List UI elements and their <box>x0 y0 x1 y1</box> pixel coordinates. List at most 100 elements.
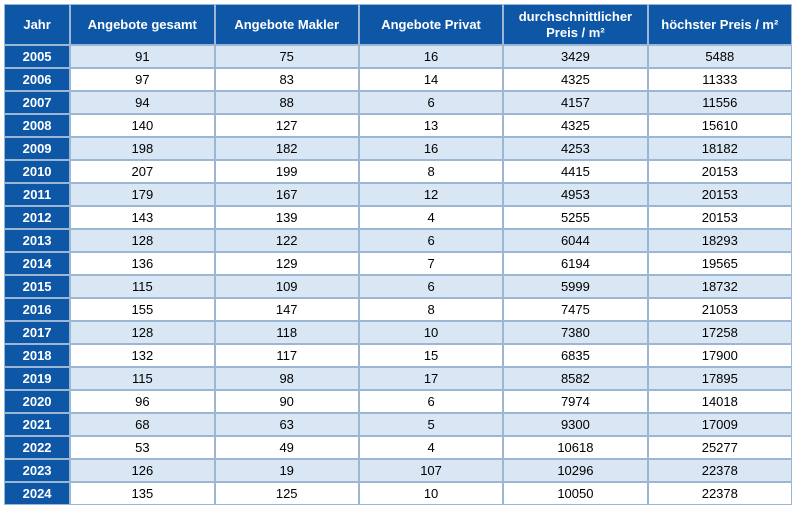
cell-makler: 167 <box>215 183 359 206</box>
cell-max: 21053 <box>648 298 792 321</box>
cell-avg: 4953 <box>503 183 647 206</box>
cell-max: 17009 <box>648 413 792 436</box>
cell-year: 2016 <box>4 298 70 321</box>
cell-gesamt: 155 <box>70 298 214 321</box>
cell-avg: 7380 <box>503 321 647 344</box>
cell-privat: 7 <box>359 252 503 275</box>
cell-privat: 10 <box>359 482 503 505</box>
cell-avg: 4157 <box>503 91 647 114</box>
cell-year: 2021 <box>4 413 70 436</box>
table-row: 201813211715683517900 <box>4 344 792 367</box>
cell-gesamt: 91 <box>70 45 214 68</box>
cell-avg: 4325 <box>503 114 647 137</box>
cell-year: 2019 <box>4 367 70 390</box>
cell-max: 11333 <box>648 68 792 91</box>
cell-max: 17895 <box>648 367 792 390</box>
cell-year: 2011 <box>4 183 70 206</box>
cell-year: 2022 <box>4 436 70 459</box>
cell-avg: 9300 <box>503 413 647 436</box>
cell-avg: 8582 <box>503 367 647 390</box>
table-row: 200919818216425318182 <box>4 137 792 160</box>
cell-year: 2014 <box>4 252 70 275</box>
cell-privat: 6 <box>359 229 503 252</box>
cell-makler: 117 <box>215 344 359 367</box>
col-header-makler: Angebote Makler <box>215 4 359 45</box>
col-header-avg: durchschnittlicher Preis / m² <box>503 4 647 45</box>
table-row: 200814012713432515610 <box>4 114 792 137</box>
table-row: 20102071998441520153 <box>4 160 792 183</box>
cell-makler: 88 <box>215 91 359 114</box>
cell-avg: 4325 <box>503 68 647 91</box>
cell-gesamt: 97 <box>70 68 214 91</box>
cell-max: 14018 <box>648 390 792 413</box>
cell-privat: 16 <box>359 45 503 68</box>
cell-max: 20153 <box>648 183 792 206</box>
table-row: 2023126191071029622378 <box>4 459 792 482</box>
cell-max: 5488 <box>648 45 792 68</box>
cell-avg: 6835 <box>503 344 647 367</box>
cell-avg: 6044 <box>503 229 647 252</box>
cell-avg: 4415 <box>503 160 647 183</box>
cell-privat: 16 <box>359 137 503 160</box>
cell-year: 2017 <box>4 321 70 344</box>
cell-year: 2023 <box>4 459 70 482</box>
cell-max: 18293 <box>648 229 792 252</box>
cell-gesamt: 198 <box>70 137 214 160</box>
cell-max: 25277 <box>648 436 792 459</box>
cell-privat: 15 <box>359 344 503 367</box>
cell-year: 2013 <box>4 229 70 252</box>
cell-gesamt: 207 <box>70 160 214 183</box>
cell-makler: 122 <box>215 229 359 252</box>
cell-gesamt: 179 <box>70 183 214 206</box>
cell-makler: 19 <box>215 459 359 482</box>
cell-makler: 98 <box>215 367 359 390</box>
cell-gesamt: 96 <box>70 390 214 413</box>
table-row: 20161551478747521053 <box>4 298 792 321</box>
cell-privat: 6 <box>359 390 503 413</box>
cell-gesamt: 132 <box>70 344 214 367</box>
cell-makler: 109 <box>215 275 359 298</box>
cell-gesamt: 128 <box>70 321 214 344</box>
col-header-max: höchster Preis / m² <box>648 4 792 45</box>
table-row: 202168635930017009 <box>4 413 792 436</box>
cell-avg: 10050 <box>503 482 647 505</box>
cell-max: 18732 <box>648 275 792 298</box>
table-row: 20191159817858217895 <box>4 367 792 390</box>
col-header-gesamt: Angebote gesamt <box>70 4 214 45</box>
cell-gesamt: 115 <box>70 275 214 298</box>
table-row: 2022534941061825277 <box>4 436 792 459</box>
cell-year: 2009 <box>4 137 70 160</box>
cell-year: 2012 <box>4 206 70 229</box>
table-row: 201712811810738017258 <box>4 321 792 344</box>
cell-max: 22378 <box>648 482 792 505</box>
pricing-table: Jahr Angebote gesamt Angebote Makler Ang… <box>4 4 792 505</box>
col-header-privat: Angebote Privat <box>359 4 503 45</box>
cell-max: 11556 <box>648 91 792 114</box>
cell-gesamt: 126 <box>70 459 214 482</box>
cell-year: 2010 <box>4 160 70 183</box>
table-row: 202096906797414018 <box>4 390 792 413</box>
cell-year: 2005 <box>4 45 70 68</box>
cell-year: 2015 <box>4 275 70 298</box>
cell-gesamt: 140 <box>70 114 214 137</box>
table-row: 200591751634295488 <box>4 45 792 68</box>
cell-max: 22378 <box>648 459 792 482</box>
cell-makler: 118 <box>215 321 359 344</box>
cell-privat: 10 <box>359 321 503 344</box>
cell-makler: 125 <box>215 482 359 505</box>
table-row: 20141361297619419565 <box>4 252 792 275</box>
cell-year: 2020 <box>4 390 70 413</box>
cell-avg: 5255 <box>503 206 647 229</box>
cell-makler: 90 <box>215 390 359 413</box>
cell-makler: 63 <box>215 413 359 436</box>
table-row: 2024135125101005022378 <box>4 482 792 505</box>
col-header-jahr: Jahr <box>4 4 70 45</box>
cell-avg: 6194 <box>503 252 647 275</box>
cell-avg: 5999 <box>503 275 647 298</box>
cell-privat: 6 <box>359 91 503 114</box>
cell-makler: 199 <box>215 160 359 183</box>
cell-year: 2018 <box>4 344 70 367</box>
cell-avg: 7475 <box>503 298 647 321</box>
table-row: 200794886415711556 <box>4 91 792 114</box>
cell-privat: 8 <box>359 298 503 321</box>
